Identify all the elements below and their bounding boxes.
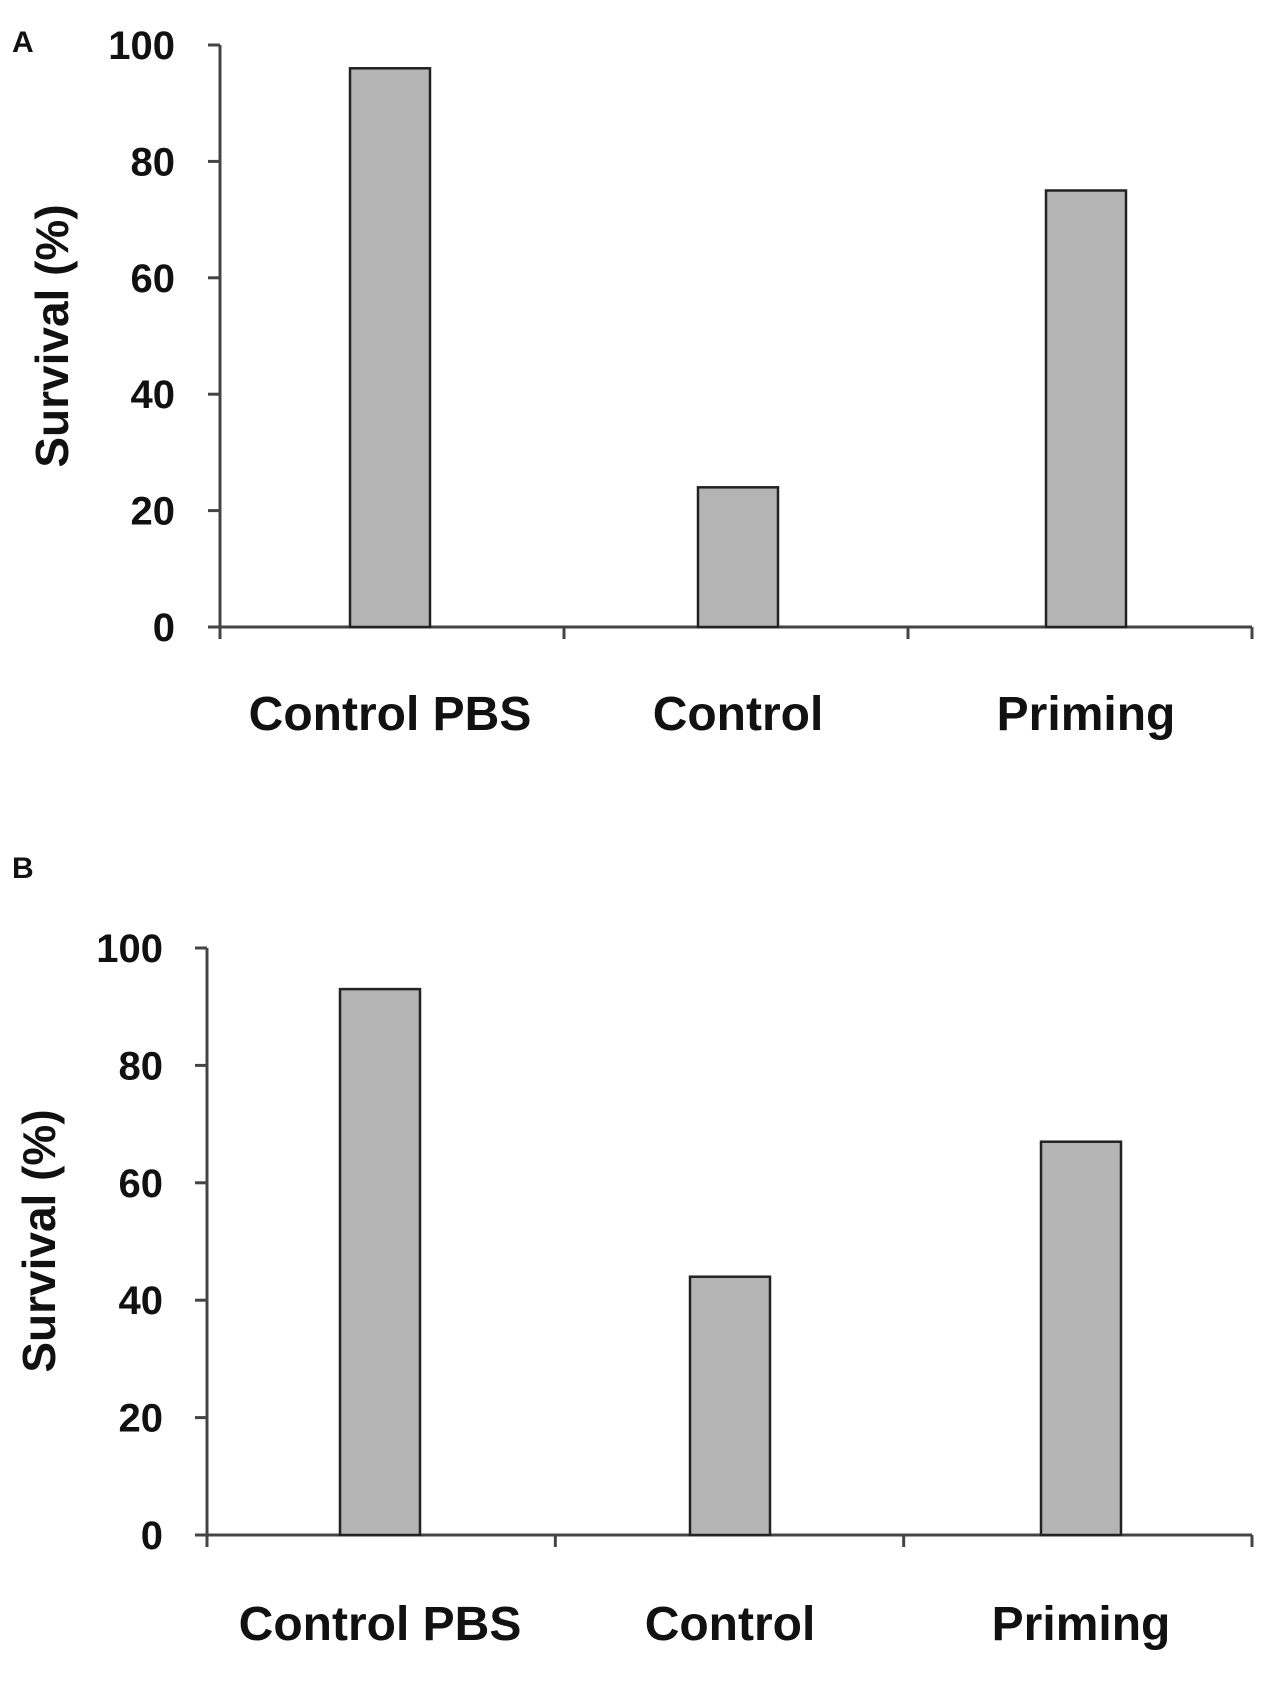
y-tick-label: 80	[119, 1044, 164, 1088]
y-tick-label: 60	[131, 257, 176, 301]
bar	[348, 67, 432, 629]
y-tick-label: 100	[108, 24, 175, 68]
y-tick-label: 60	[119, 1162, 164, 1206]
y-tick-label: 80	[131, 140, 176, 184]
x-category-label: Control PBS	[239, 1598, 522, 1651]
bar	[338, 987, 422, 1537]
bar	[696, 486, 780, 629]
y-tick-label: 40	[131, 373, 176, 417]
panel-label: A	[12, 26, 34, 59]
panel-a: A Survival (%) 0 20 40 60 80 100 Control PBS Cont…	[12, 24, 1254, 741]
bar	[1044, 189, 1128, 629]
y-tick-label: 100	[96, 927, 163, 971]
panel-label: B	[12, 852, 34, 885]
bar	[688, 1275, 772, 1537]
bar	[1039, 1140, 1123, 1537]
y-tick-label: 0	[141, 1514, 163, 1558]
y-tick-label: 20	[119, 1397, 164, 1441]
x-category-label: Control PBS	[249, 688, 532, 741]
y-axis-title: Survival (%)	[13, 1109, 65, 1372]
x-category-label: Priming	[992, 1598, 1171, 1651]
x-category-label: Control	[653, 688, 824, 741]
y-tick-label: 0	[153, 606, 175, 650]
x-category-label: Priming	[997, 688, 1176, 741]
x-category-label: Control	[645, 1598, 816, 1651]
y-tick-label: 40	[119, 1279, 164, 1323]
panel-b: B Survival (%) 0 20 40 60 80 100 Control PBS Cont…	[12, 852, 1254, 1651]
y-tick-label: 20	[131, 490, 176, 534]
y-axis-title: Survival (%)	[26, 204, 78, 467]
